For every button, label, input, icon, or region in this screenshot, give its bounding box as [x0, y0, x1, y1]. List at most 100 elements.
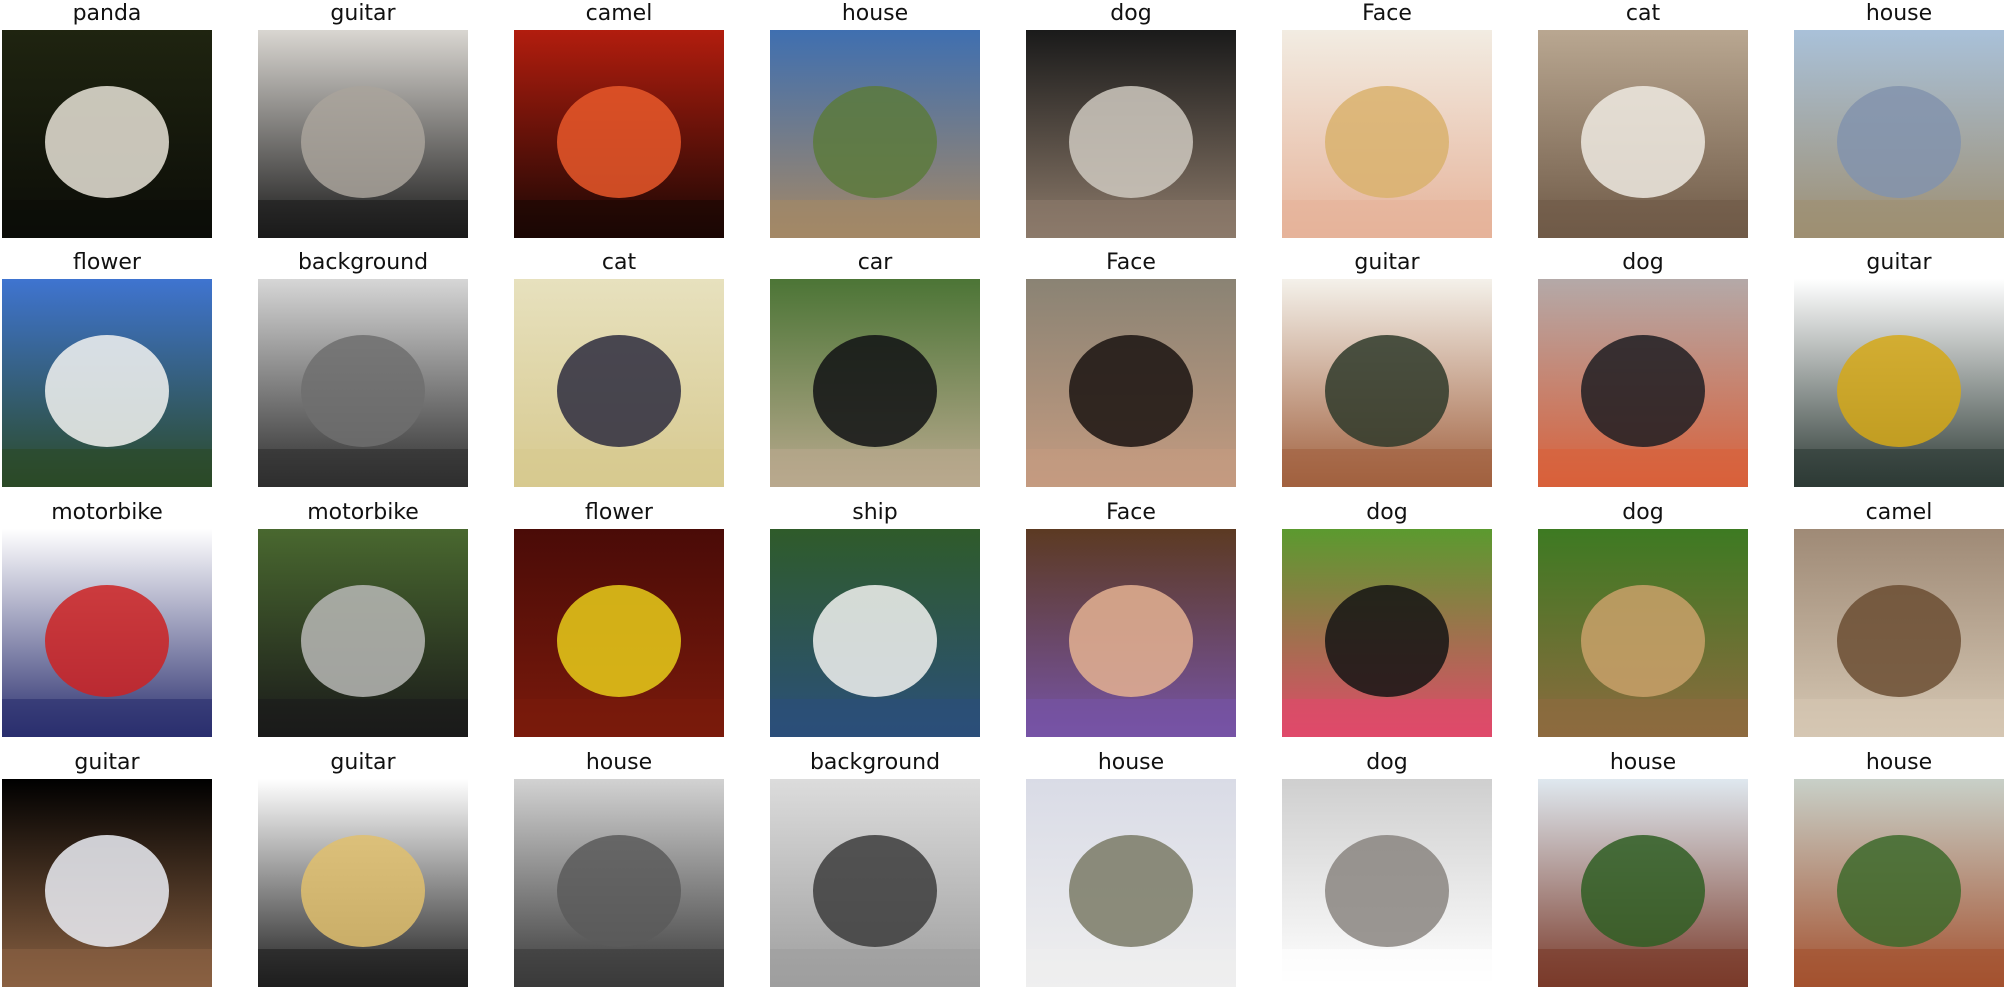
cell-label: dog — [1366, 750, 1408, 775]
cell-label: Face — [1106, 500, 1156, 525]
cell-label: motorbike — [51, 500, 163, 525]
cell-label: guitar — [330, 750, 396, 775]
grid-cell: dog — [1282, 499, 1492, 737]
cell-label: guitar — [330, 1, 396, 26]
image-foreground — [1026, 449, 1236, 487]
image-subject — [1837, 585, 1961, 697]
image-foreground — [514, 200, 724, 238]
cell-label: dog — [1110, 1, 1152, 26]
grid-cell: cat — [1538, 0, 1748, 238]
cell-label: camel — [1865, 500, 1933, 525]
image-subject — [1837, 835, 1961, 947]
image-foreground — [1282, 200, 1492, 238]
grid-cell: house — [1794, 749, 2004, 987]
cell-label: guitar — [74, 750, 140, 775]
grid-cell: background — [770, 749, 980, 987]
cell-image — [770, 779, 980, 987]
cell-label: guitar — [1354, 250, 1420, 275]
image-subject — [557, 585, 681, 697]
image-subject — [557, 86, 681, 198]
image-foreground — [1794, 200, 2004, 238]
image-foreground — [770, 949, 980, 987]
image-subject — [301, 585, 425, 697]
image-subject — [1069, 86, 1193, 198]
cell-label: dog — [1366, 500, 1408, 525]
cell-label: dog — [1622, 500, 1664, 525]
image-foreground — [1538, 699, 1748, 737]
grid-cell: camel — [514, 0, 724, 238]
cell-image — [1794, 279, 2004, 487]
image-foreground — [1282, 699, 1492, 737]
grid-cell: house — [1794, 0, 2004, 238]
image-foreground — [1026, 949, 1236, 987]
image-foreground — [258, 699, 468, 737]
image-foreground — [514, 949, 724, 987]
image-subject — [45, 835, 169, 947]
grid-cell: motorbike — [258, 499, 468, 737]
image-foreground — [770, 200, 980, 238]
cell-image — [514, 779, 724, 987]
cell-label: flower — [73, 250, 141, 275]
cell-label: dog — [1622, 250, 1664, 275]
grid-cell: cat — [514, 249, 724, 487]
grid-cell: dog — [1282, 749, 1492, 987]
cell-label: cat — [1625, 1, 1661, 26]
cell-image — [1794, 779, 2004, 987]
grid-cell: Face — [1026, 499, 1236, 737]
cell-image — [1026, 279, 1236, 487]
image-subject — [1581, 585, 1705, 697]
cell-image — [2, 279, 212, 487]
grid-cell: dog — [1026, 0, 1236, 238]
image-foreground — [514, 449, 724, 487]
cell-label: Face — [1106, 250, 1156, 275]
cell-image — [1282, 279, 1492, 487]
grid-cell: ship — [770, 499, 980, 737]
image-foreground — [770, 699, 980, 737]
image-subject — [1837, 86, 1961, 198]
image-subject — [1581, 835, 1705, 947]
image-subject — [1069, 585, 1193, 697]
image-subject — [45, 585, 169, 697]
grid-cell: dog — [1538, 249, 1748, 487]
cell-image — [1282, 30, 1492, 238]
cell-image — [770, 279, 980, 487]
image-subject — [1325, 335, 1449, 447]
cell-label: house — [1865, 1, 1933, 26]
grid-cell: camel — [1794, 499, 2004, 737]
cell-image — [258, 30, 468, 238]
image-subject — [813, 335, 937, 447]
grid-cell: flower — [514, 499, 724, 737]
cell-label: house — [1609, 750, 1677, 775]
grid-cell: house — [514, 749, 724, 987]
image-foreground — [514, 699, 724, 737]
image-subject — [1069, 835, 1193, 947]
grid-cell: motorbike — [2, 499, 212, 737]
image-subject — [813, 835, 937, 947]
cell-label: camel — [585, 1, 653, 26]
cell-image — [1282, 779, 1492, 987]
image-foreground — [1026, 200, 1236, 238]
image-subject — [557, 835, 681, 947]
image-foreground — [1794, 949, 2004, 987]
cell-image — [514, 30, 724, 238]
image-foreground — [258, 449, 468, 487]
cell-label: motorbike — [307, 500, 419, 525]
cell-label: house — [1865, 750, 1933, 775]
grid-cell: guitar — [1282, 249, 1492, 487]
cell-image — [2, 779, 212, 987]
image-foreground — [1282, 949, 1492, 987]
image-subject — [45, 86, 169, 198]
image-foreground — [770, 449, 980, 487]
cell-image — [1538, 529, 1748, 737]
cell-image — [514, 279, 724, 487]
image-subject — [45, 335, 169, 447]
image-subject — [1325, 86, 1449, 198]
cell-label: background — [297, 250, 429, 275]
image-foreground — [1538, 200, 1748, 238]
cell-image — [2, 529, 212, 737]
image-foreground — [1794, 449, 2004, 487]
grid-cell: guitar — [258, 0, 468, 238]
image-subject — [1325, 835, 1449, 947]
cell-image — [1026, 529, 1236, 737]
